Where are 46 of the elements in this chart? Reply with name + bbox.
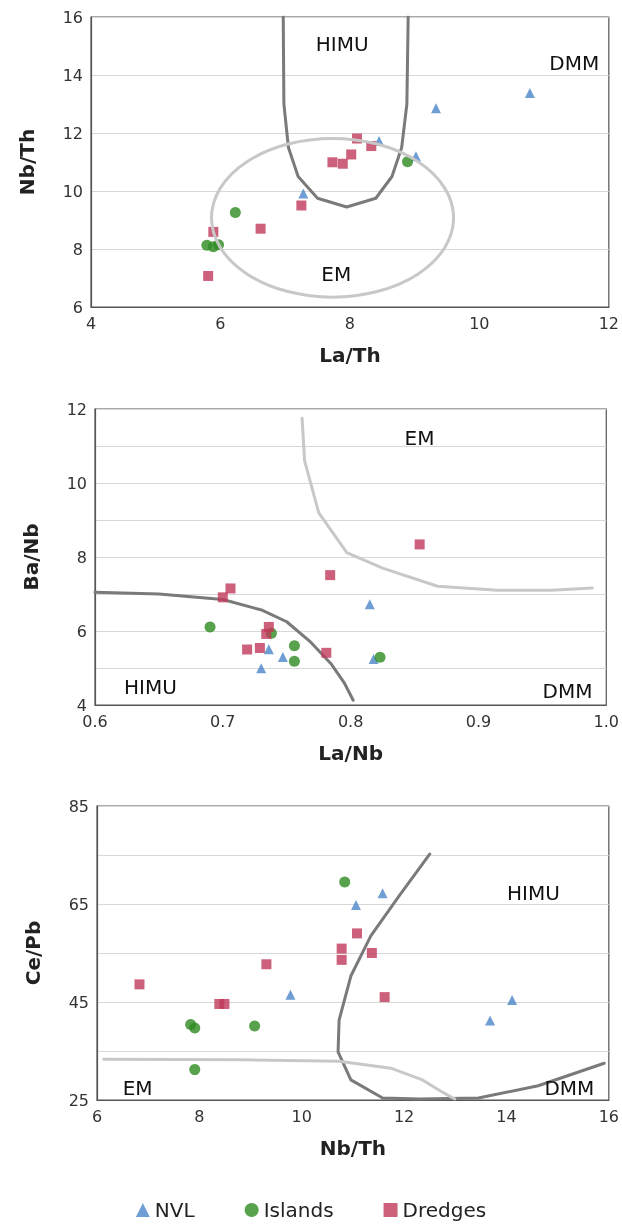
y-tick-label: 14 [62,65,83,85]
annotation: DMM [549,51,600,76]
x-axis-title: La/Nb [318,741,383,765]
x-tick-label: 16 [598,1106,619,1126]
annotation: HIMU [315,32,369,57]
y-axis-title: Nb/Th [15,128,39,196]
annotation: DMM [544,1076,595,1101]
annotation: EM [321,261,352,286]
x-tick-label: 14 [496,1106,517,1126]
x-tick-label: 10 [469,313,490,333]
y-tick-label: 6 [72,297,83,317]
legend-label: Islands [263,1198,334,1222]
annotation: EM [122,1076,153,1101]
y-axis-title: Ba/Nb [19,523,43,591]
legend-label: Dredges [402,1198,487,1222]
x-tick-label: 10 [291,1106,312,1126]
annotation: HIMU [506,881,560,906]
x-tick-label: 0.8 [337,711,364,731]
y-tick-label: 8 [76,547,87,567]
annotation: EM [404,426,435,451]
x-tick-label: 12 [598,313,619,333]
y-tick-label: 65 [68,894,89,914]
x-tick-label: 0.7 [210,711,236,731]
x-axis-title: La/Th [319,343,381,367]
y-tick-label: 16 [62,7,83,27]
y-tick-label: 10 [62,181,83,201]
x-tick-label: 12 [393,1106,415,1126]
x-tick-label: 6 [91,1106,103,1126]
y-tick-label: 10 [66,473,87,493]
x-axis-title: Nb/Th [319,1136,387,1160]
y-tick-label: 12 [62,123,83,143]
y-tick-label: 45 [68,992,89,1012]
y-tick-label: 6 [76,621,87,641]
x-tick-label: 6 [215,313,226,333]
y-tick-label: 12 [66,399,87,419]
legend-label: NVL [154,1198,196,1222]
y-tick-label: 8 [72,239,83,259]
x-tick-label: 8 [344,313,355,333]
x-tick-label: 1.0 [593,711,619,731]
y-axis-title: Ce/Pb [21,920,45,986]
annotation: DMM [542,679,593,704]
x-tick-label: 8 [194,1106,205,1126]
y-tick-label: 25 [68,1090,89,1110]
x-tick-label: 0.9 [465,711,492,731]
annotation: HIMU [123,674,177,699]
y-tick-label: 85 [68,796,89,816]
